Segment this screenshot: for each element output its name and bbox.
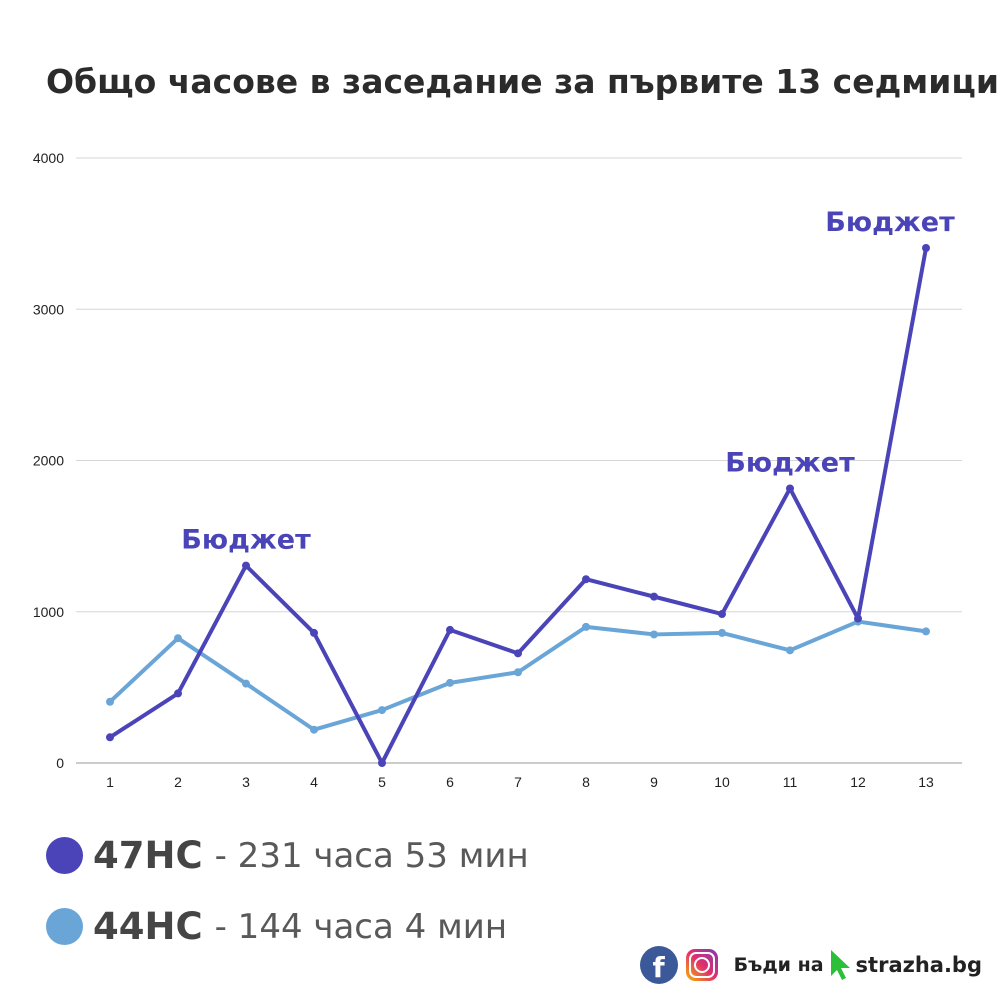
x-tick-label: 1 [106,774,114,790]
annotation-label: Бюджет [825,207,955,238]
data-point [514,649,522,658]
x-tick-label: 9 [650,774,658,790]
x-tick-label: 3 [242,774,250,790]
data-point [242,679,250,688]
data-point [718,628,726,637]
legend-swatch [46,908,83,945]
instagram-icon[interactable] [685,949,718,981]
facebook-icon[interactable]: f [639,946,678,984]
x-tick-label: 5 [378,774,386,790]
x-tick-label: 13 [918,774,934,790]
y-axis: 0 1000 2000 3000 4000 [33,150,64,771]
data-point [922,627,930,636]
data-point [106,733,114,742]
x-tick-label: 8 [582,774,590,790]
footer-site: strazha.bg [855,953,982,977]
x-tick-label: 12 [850,774,866,790]
legend-name: 47НС [93,834,203,877]
legend-swatch [46,837,83,874]
series-lines [106,243,930,767]
data-point [582,575,590,584]
data-point [786,484,794,493]
data-point [310,725,318,734]
cursor-icon [830,950,850,980]
x-tick-label: 10 [714,774,730,790]
legend-entry-44ns: 44НС - 144 часа 4 мин [46,905,507,948]
legend-desc: - 144 часа 4 мин [214,906,508,947]
chart-title: Общо часове в заседание за първите 13 се… [46,62,999,101]
x-axis: 1 2 3 4 5 6 7 8 9 10 11 12 13 [106,774,934,790]
legend-desc: - 231 часа 53 мин [214,835,529,876]
x-tick-label: 2 [174,774,182,790]
data-point [650,592,658,601]
data-point [514,668,522,677]
data-point [242,561,250,570]
data-point [310,628,318,637]
data-point [174,689,182,698]
data-point [106,697,114,706]
y-tick-label: 0 [56,755,64,771]
data-point [922,243,930,252]
data-point [786,646,794,655]
data-point [378,706,386,715]
data-point [174,634,182,643]
annotations: Бюджет Бюджет Бюджет [181,207,955,556]
y-tick-label: 4000 [33,150,64,166]
x-tick-label: 7 [514,774,522,790]
footer-slogan: Бъди на [733,954,824,976]
legend-name: 44НС [93,905,203,948]
data-point [378,759,386,767]
data-point [582,622,590,631]
data-point [650,630,658,639]
data-point [718,610,726,619]
footer: f Бъди на strazha.bg [639,946,982,984]
series-line [108,247,928,765]
data-point [854,614,862,623]
annotation-label: Бюджет [725,447,855,478]
x-tick-label: 6 [446,774,454,790]
x-tick-label: 4 [310,774,318,790]
data-point [446,678,454,687]
y-tick-label: 3000 [33,301,64,317]
y-tick-label: 1000 [33,604,64,620]
y-tick-label: 2000 [33,453,64,469]
legend-entry-47ns: 47НС - 231 часа 53 мин [46,834,529,877]
annotation-label: Бюджет [181,525,311,556]
x-tick-label: 11 [783,774,798,790]
line-chart: Общо часове в заседание за първите 13 се… [33,62,999,790]
data-point [446,625,454,634]
